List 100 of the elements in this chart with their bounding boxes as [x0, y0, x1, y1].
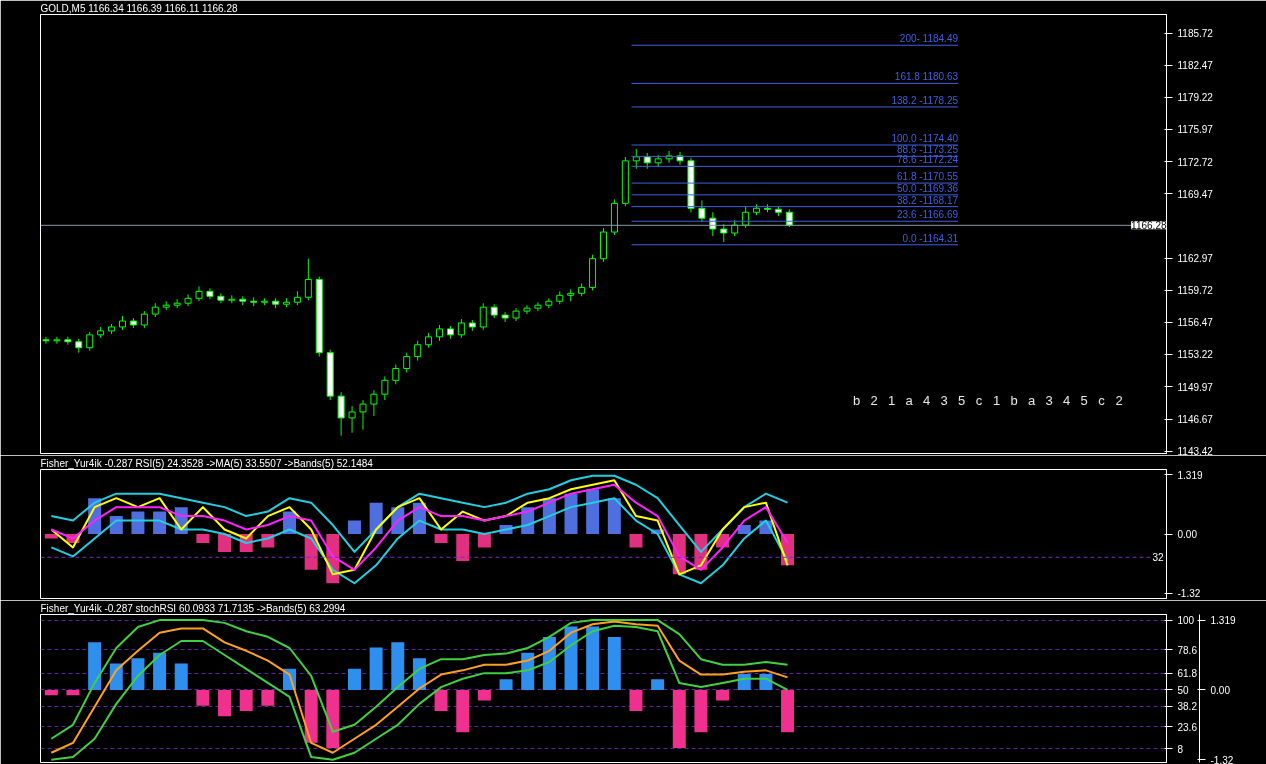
candlestick: [348, 405, 356, 434]
bar: [629, 534, 643, 548]
bar: [629, 689, 643, 712]
y2-tick-label: -1.32: [1210, 754, 1234, 764]
y-tick-label: 1162.97: [1177, 253, 1214, 265]
chart-title: Fisher_Yur4ik -0.287 RSI(5) 24.3528 ->MA(5) 33.5507 ->Bands(5) 52.1484: [40, 458, 374, 469]
annotation: 2: [870, 393, 878, 409]
annotation: 138.2 -1178.25: [891, 94, 959, 106]
chart-title: Fisher_Yur4ik -0.287 stochRSI 60.0933 71.7135 ->Bands(5) 63.2994: [40, 603, 346, 614]
candlestick: [414, 340, 422, 362]
annotation: 3: [940, 393, 948, 409]
bar: [218, 689, 232, 717]
candlestick: [53, 336, 61, 345]
y-tick-label: 50: [1177, 684, 1190, 696]
annotation: 5: [958, 393, 966, 409]
y-tick-label: 61.8: [1177, 668, 1198, 680]
annotation: 200- 1184.49: [899, 33, 959, 45]
y-tick-label: 23.6: [1177, 721, 1198, 733]
bar: [347, 668, 361, 690]
candlestick: [501, 311, 509, 323]
annotation: 32: [1152, 552, 1164, 564]
annotation: 2: [1115, 393, 1123, 409]
annotation: b: [1010, 393, 1018, 409]
annotation: 1: [888, 393, 896, 409]
annotation: 1: [993, 393, 1001, 409]
y-tick-label: 1153.22: [1177, 349, 1214, 361]
candlestick: [206, 287, 214, 300]
annotation: 61.8 -1170.55: [897, 171, 959, 183]
bar: [153, 652, 167, 690]
annotation: 0.0 -1164.31: [902, 232, 959, 244]
y-tick-label: 1182.47: [1177, 60, 1214, 72]
bar: [499, 679, 513, 690]
annotation: 50.0 -1169.36: [897, 182, 959, 194]
annotation: c: [1098, 393, 1106, 409]
line-series: [50, 474, 789, 553]
bar: [174, 663, 188, 690]
y-tick-label: 1146.67: [1177, 414, 1214, 426]
candlestick: [392, 364, 400, 385]
bar: [218, 534, 232, 552]
bar: [607, 636, 621, 690]
candlestick: [304, 258, 312, 301]
bar: [304, 689, 318, 743]
y-tick-label: 1149.97: [1177, 381, 1214, 393]
chart-title: GOLD,M5 1166.34 1166.39 1166.11 1166.28: [40, 3, 238, 14]
annotation: 161.8 1180.63: [894, 71, 959, 83]
annotation: 38.2 -1168.17: [897, 194, 959, 206]
candlestick: [698, 199, 706, 223]
annotation: 100.0 -1174.40: [891, 133, 959, 145]
bar: [694, 689, 708, 733]
y-tick-label: 8: [1177, 743, 1184, 755]
y-tick-label: 1179.22: [1177, 92, 1214, 104]
bar: [651, 679, 665, 690]
bar: [66, 689, 80, 696]
candlestick: [381, 375, 389, 401]
bar: [716, 689, 730, 701]
y-tick-label: 1.319: [1177, 469, 1203, 481]
candlestick: [534, 301, 542, 312]
bar: [347, 520, 361, 534]
candlestick: [370, 389, 378, 417]
bar: [781, 689, 795, 733]
line-series: [50, 497, 789, 585]
bar: [456, 534, 470, 561]
y-tick-label: 100: [1177, 615, 1195, 627]
bar: [369, 502, 383, 534]
bar: [586, 489, 600, 534]
annotation: 78.6 -1172.24: [897, 154, 959, 166]
y-tick-label: 1156.47: [1177, 317, 1214, 329]
bar: [261, 689, 275, 706]
bar: [607, 498, 621, 534]
bar: [434, 534, 448, 543]
annotation: b: [853, 393, 861, 409]
annotation: 3: [1045, 393, 1053, 409]
annotation: 4: [923, 393, 931, 409]
candlestick: [337, 391, 345, 437]
candlestick: [403, 352, 411, 373]
bar: [586, 626, 600, 690]
bar: [477, 689, 491, 701]
bar: [477, 534, 491, 548]
candlestick: [479, 302, 487, 331]
y-tick-label: 1185.72: [1177, 28, 1214, 40]
y2-tick-label: 1.319: [1210, 615, 1236, 627]
annotation: 23.6 -1166.69: [897, 209, 959, 221]
y-tick-label: 1143.42: [1177, 446, 1214, 458]
bar: [239, 689, 253, 712]
bar: [196, 689, 210, 706]
y-tick-label: 0.00: [1177, 529, 1198, 540]
bar: [131, 658, 145, 690]
bar: [369, 647, 383, 690]
bar: [391, 642, 405, 690]
bar: [326, 689, 340, 749]
bar: [564, 626, 578, 690]
bar: [44, 689, 58, 696]
annotation: 88.6 -1173.25: [897, 144, 959, 156]
candlestick: [359, 399, 367, 431]
candlestick: [195, 285, 203, 302]
bar: [88, 642, 102, 690]
annotation: 4: [1062, 393, 1071, 409]
candlestick: [184, 293, 192, 307]
bar: [672, 689, 686, 749]
annotation: a: [905, 393, 914, 409]
